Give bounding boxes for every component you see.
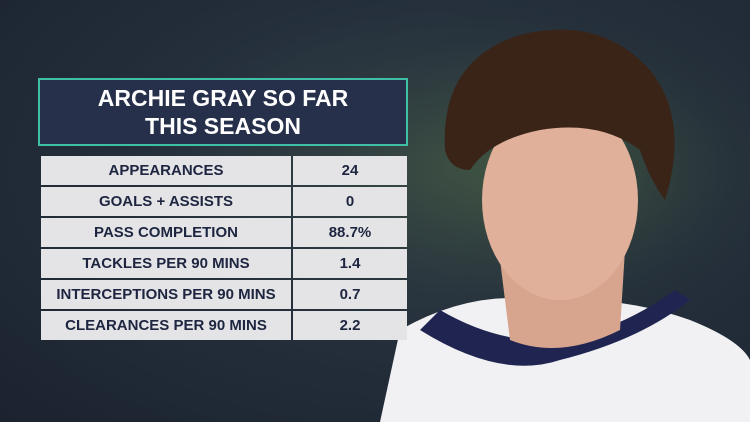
stats-rows: APPEARANCES 24 GOALS + ASSISTS 0 PASS COMPLE… (41, 156, 407, 340)
stat-row: GOALS + ASSISTS 0 (41, 187, 407, 216)
title-box: ARCHIE GRAY SO FAR THIS SEASON (38, 78, 408, 146)
stat-value: 0.7 (293, 280, 407, 309)
stat-value: 88.7% (293, 218, 407, 247)
stat-row: CLEARANCES PER 90 MINS 2.2 (41, 311, 407, 340)
face (482, 100, 638, 300)
stat-row: APPEARANCES 24 (41, 156, 407, 185)
stat-label: INTERCEPTIONS PER 90 MINS (41, 280, 291, 309)
stat-label: PASS COMPLETION (41, 218, 291, 247)
stat-row: INTERCEPTIONS PER 90 MINS 0.7 (41, 280, 407, 309)
stat-value: 2.2 (293, 311, 407, 340)
stat-label: GOALS + ASSISTS (41, 187, 291, 216)
stat-label: TACKLES PER 90 MINS (41, 249, 291, 278)
stat-label: CLEARANCES PER 90 MINS (41, 311, 291, 340)
collar (420, 290, 690, 366)
stats-table: APPEARANCES 24 GOALS + ASSISTS 0 PASS COMPLE… (39, 154, 409, 342)
stat-value: 24 (293, 156, 407, 185)
hair (444, 29, 675, 200)
stat-row: TACKLES PER 90 MINS 1.4 (41, 249, 407, 278)
title: ARCHIE GRAY SO FAR THIS SEASON (97, 85, 349, 139)
stat-value: 1.4 (293, 249, 407, 278)
stat-value: 0 (293, 187, 407, 216)
stat-label: APPEARANCES (41, 156, 291, 185)
stat-row: PASS COMPLETION 88.7% (41, 218, 407, 247)
